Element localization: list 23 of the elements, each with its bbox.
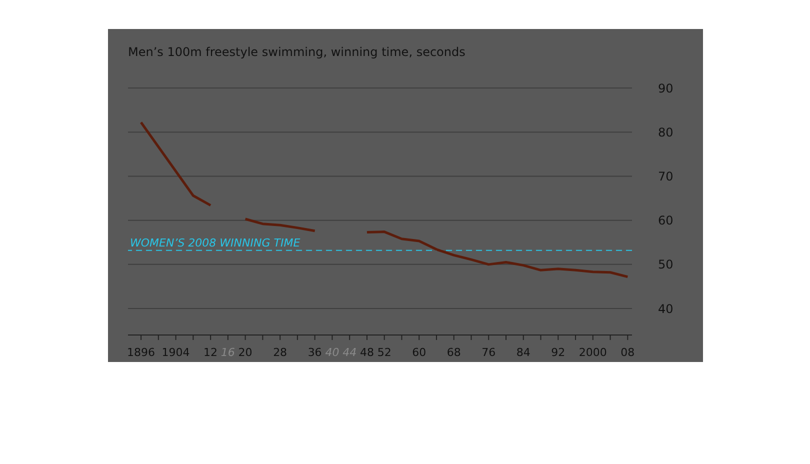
y-tick-label: 60 xyxy=(658,214,674,228)
x-tick-label: 28 xyxy=(273,346,288,359)
y-tick-label: 70 xyxy=(658,169,674,184)
x-tick-label: 08 xyxy=(620,346,635,359)
x-tick-label: 84 xyxy=(516,346,530,359)
y-tick-label: 40 xyxy=(658,302,674,316)
ref-line-label: WOMEN’S 2008 WINNING TIME xyxy=(130,236,300,250)
y-tick-label: 50 xyxy=(658,258,674,272)
x-tick-label: 12 xyxy=(204,346,218,359)
x-tick-label: 48 xyxy=(360,346,374,359)
x-tick-label: 20 xyxy=(238,346,252,359)
x-tick-label: 76 xyxy=(482,346,496,359)
x-tick-label: 2000 xyxy=(578,346,607,359)
x-tick-label: 60 xyxy=(412,346,426,359)
x-tick-label: 36 xyxy=(308,346,322,359)
y-tick-label: 80 xyxy=(658,125,674,140)
x-tick-label: 92 xyxy=(551,346,566,359)
x-tick-label: 68 xyxy=(446,346,461,359)
y-tick-label: 90 xyxy=(658,81,674,96)
chart-title: Men’s 100m freestyle swimming, winning time, seconds xyxy=(128,45,466,59)
x-tick-label: 1904 xyxy=(162,346,190,359)
x-tick-label: 1896 xyxy=(127,346,156,359)
x-tick-label: 52 xyxy=(377,346,392,359)
